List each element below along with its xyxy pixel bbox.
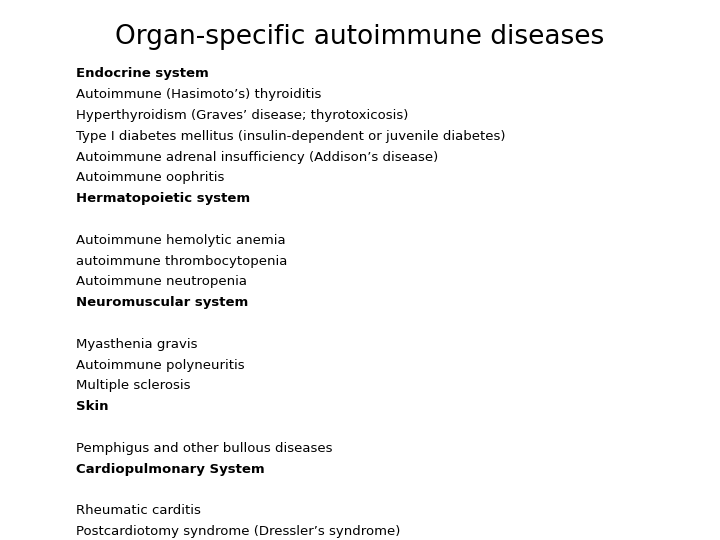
Text: Hermatopoietic system: Hermatopoietic system — [76, 192, 250, 205]
Text: Autoimmune polyneuritis: Autoimmune polyneuritis — [76, 359, 244, 372]
Text: Autoimmune adrenal insufficiency (Addison’s disease): Autoimmune adrenal insufficiency (Addiso… — [76, 151, 438, 164]
Text: Type I diabetes mellitus (insulin-dependent or juvenile diabetes): Type I diabetes mellitus (insulin-depend… — [76, 130, 505, 143]
Text: Organ-specific autoimmune diseases: Organ-specific autoimmune diseases — [115, 24, 605, 50]
Text: autoimmune thrombocytopenia: autoimmune thrombocytopenia — [76, 254, 287, 268]
Text: Skin: Skin — [76, 400, 108, 413]
Text: Autoimmune hemolytic anemia: Autoimmune hemolytic anemia — [76, 234, 285, 247]
Text: Cardiopulmonary System: Cardiopulmonary System — [76, 462, 264, 476]
Text: Pemphigus and other bullous diseases: Pemphigus and other bullous diseases — [76, 442, 332, 455]
Text: Autoimmune neutropenia: Autoimmune neutropenia — [76, 275, 246, 288]
Text: Neuromuscular system: Neuromuscular system — [76, 296, 248, 309]
Text: Rheumatic carditis: Rheumatic carditis — [76, 504, 200, 517]
Text: Myasthenia gravis: Myasthenia gravis — [76, 338, 197, 351]
Text: Postcardiotomy syndrome (Dressler’s syndrome): Postcardiotomy syndrome (Dressler’s synd… — [76, 525, 400, 538]
Text: Hyperthyroidism (Graves’ disease; thyrotoxicosis): Hyperthyroidism (Graves’ disease; thyrot… — [76, 109, 408, 122]
Text: Endocrine system: Endocrine system — [76, 68, 208, 80]
Text: Autoimmune oophritis: Autoimmune oophritis — [76, 171, 224, 185]
Text: Autoimmune (Hasimoto’s) thyroiditis: Autoimmune (Hasimoto’s) thyroiditis — [76, 88, 321, 102]
Text: Multiple sclerosis: Multiple sclerosis — [76, 379, 190, 393]
